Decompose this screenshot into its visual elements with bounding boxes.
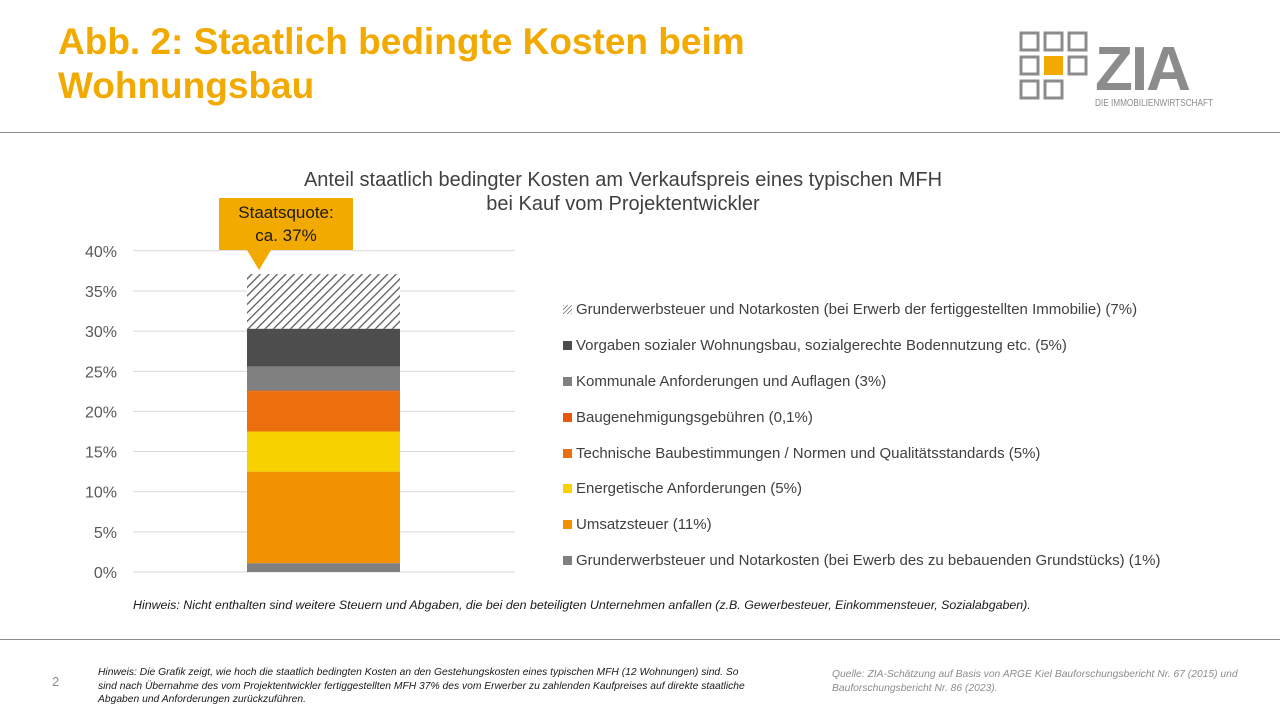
stacked-bar-chart: 0% 5% 10% 15% 20% 25% 30% 35% 40% (85, 244, 515, 582)
legend-label: Vorgaben sozialer Wohnungsbau, sozialger… (576, 337, 1067, 355)
chart-title: Anteil staatlich bedingter Kosten am Ver… (200, 168, 1046, 216)
legend-item: Vorgaben sozialer Wohnungsbau, sozialger… (563, 328, 1263, 364)
logo-brand: ZIA (1095, 35, 1190, 104)
source-note: Quelle: ZIA-Schätzung auf Basis von ARGE… (832, 669, 1238, 694)
y-tick-label: 15% (85, 445, 117, 462)
zia-logo: ZIA DIE IMMOBILIENWIRTSCHAFT (1019, 31, 1213, 109)
footnote: Hinweis: Die Grafik zeigt, wie hoch die … (98, 667, 745, 705)
chart-note: Hinweis: Nicht enthalten sind weitere St… (133, 598, 1031, 612)
y-tick-label: 35% (85, 284, 117, 301)
y-tick-label: 0% (94, 565, 117, 582)
y-tick-label: 10% (85, 485, 117, 502)
legend-label: Energetische Anforderungen (5%) (576, 480, 802, 498)
legend-label: Technische Baubestimmungen / Normen und … (576, 444, 1041, 462)
chart-title-line-2: bei Kauf vom Projektentwickler (486, 193, 760, 215)
bar-segment-1 (247, 563, 400, 572)
legend-swatch (563, 520, 572, 530)
legend-swatch (563, 376, 572, 386)
legend-item: Grunderwerbsteuer und Notarkosten (bei E… (563, 543, 1263, 579)
legend-swatch (563, 448, 572, 458)
legend-swatch (563, 305, 572, 315)
legend-label: Kommunale Anforderungen und Auflagen (3%… (576, 372, 887, 390)
footer-divider (0, 639, 1280, 640)
page-number: 2 (52, 674, 60, 689)
legend-label: Baugenehmigungsgebühren (0,1%) (576, 408, 813, 426)
bar-segment-7 (247, 328, 400, 367)
legend-swatch (563, 341, 572, 351)
legend-item: Umsatzsteuer (11%) (563, 507, 1263, 543)
legend-item: Kommunale Anforderungen und Auflagen (3%… (563, 364, 1263, 400)
legend-label: Grunderwerbsteuer und Notarkosten (bei E… (576, 551, 1161, 569)
legend-item: Technische Baubestimmungen / Normen und … (563, 435, 1263, 471)
slide-title: Abb. 2: Staatlich bedingte Kosten beim W… (58, 21, 745, 106)
legend-item: Baugenehmigungsgebühren (0,1%) (563, 399, 1263, 435)
grid-squares-icon (1019, 31, 1088, 100)
bar-segment-5 (247, 390, 400, 392)
legend-swatch (563, 484, 572, 494)
legend-label: Umsatzsteuer (11%) (576, 516, 712, 534)
callout-pointer (247, 250, 271, 270)
callout-line-1: Staatsquote: (238, 203, 334, 222)
legend-item: Grunderwerbsteuer und Notarkosten (bei E… (563, 292, 1263, 328)
y-tick-label: 30% (85, 324, 117, 341)
bar-segment-6 (247, 366, 400, 391)
chart-legend: Grunderwerbsteuer und Notarkosten (bei E… (563, 292, 1263, 578)
y-tick-label: 40% (85, 244, 117, 261)
legend-item: Energetische Anforderungen (5%) (563, 471, 1263, 507)
bar-segment-2 (247, 471, 400, 564)
bar-segment-3 (247, 431, 400, 472)
staatsquote-callout: Staatsquote: ca. 37% (219, 198, 353, 250)
y-axis-ticks: 0% 5% 10% 15% 20% 25% 30% 35% 40% (85, 244, 117, 582)
legend-swatch (563, 555, 572, 565)
y-tick-label: 20% (85, 404, 117, 421)
bar-segment-8 (247, 274, 400, 329)
header-divider (0, 132, 1280, 133)
legend-label: Grunderwerbsteuer und Notarkosten (bei E… (576, 301, 1138, 319)
legend-swatch (563, 412, 572, 422)
bar-segments (247, 274, 400, 572)
y-tick-label: 25% (85, 364, 117, 381)
callout-line-2: ca. 37% (255, 226, 317, 245)
y-tick-label: 5% (94, 525, 117, 542)
chart-title-line-1: Anteil staatlich bedingter Kosten am Ver… (303, 169, 943, 191)
logo-tagline: DIE IMMOBILIENWIRTSCHAFT (1095, 98, 1213, 109)
bar-segment-4 (247, 391, 400, 432)
